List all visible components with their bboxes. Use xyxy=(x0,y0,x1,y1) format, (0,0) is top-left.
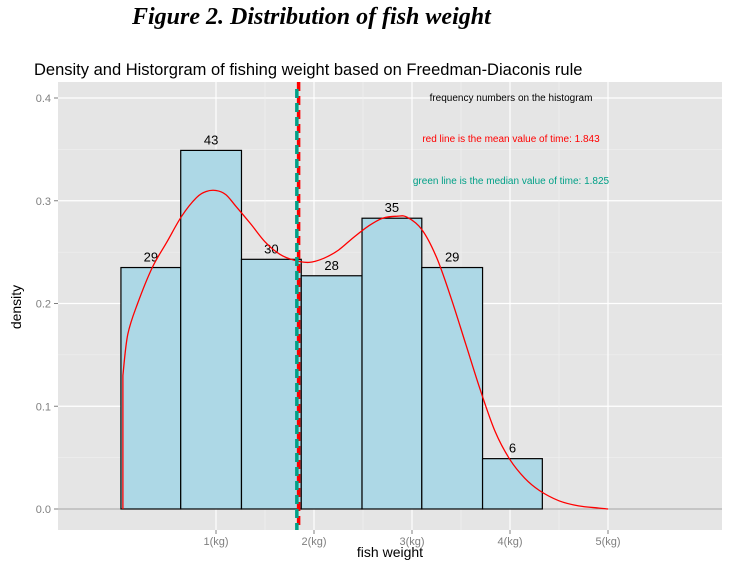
annotation-text: frequency numbers on the histogram xyxy=(430,93,593,104)
bar-count-label: 28 xyxy=(324,258,338,273)
bar-count-label: 35 xyxy=(385,200,399,215)
y-tick-label: 0.0 xyxy=(36,504,51,516)
histogram-bar xyxy=(481,458,543,510)
histogram-bar xyxy=(300,275,363,510)
figure-caption: Figure 2. Distribution of fish weight xyxy=(132,4,491,30)
chart-title: Density and Historgram of fishing weight… xyxy=(34,61,582,79)
annotations: frequency numbers on the histogram red li… xyxy=(413,93,610,187)
x-tick-label: 1(kg) xyxy=(203,536,228,548)
mean-median-lines xyxy=(295,82,301,530)
bar-count-label: 43 xyxy=(204,132,218,147)
x-tick-label: 2(kg) xyxy=(301,536,326,548)
histogram-bars xyxy=(120,149,543,510)
x-tick-label: 3(kg) xyxy=(399,536,424,548)
x-tick-label: 5(kg) xyxy=(595,536,620,548)
annotation-text: red line is the mean value of time: 1.84… xyxy=(422,134,600,145)
histogram-bar xyxy=(180,149,243,510)
histogram-bar xyxy=(361,217,423,510)
bar-count-label: 6 xyxy=(509,441,516,456)
histogram-bar xyxy=(120,266,182,510)
x-axis-ticks: 1(kg) 2(kg) 3(kg) 4(kg) 5(kg) xyxy=(203,530,621,548)
bar-count-label: 29 xyxy=(445,250,459,265)
bar-count-label: 29 xyxy=(144,250,158,265)
y-axis-title: density xyxy=(8,285,24,329)
x-tick-label: 4(kg) xyxy=(497,536,522,548)
y-tick-label: 0.3 xyxy=(36,196,51,208)
density-curve xyxy=(122,189,609,510)
annotation-text: green line is the median value of time: … xyxy=(413,176,610,187)
y-tick-label: 0.2 xyxy=(36,299,51,311)
y-tick-label: 0.4 xyxy=(36,93,51,105)
x-axis-title: fish weight xyxy=(357,544,423,560)
histogram-bar xyxy=(240,258,302,510)
histogram-bar xyxy=(421,266,484,510)
y-axis-ticks: 0.0 0.1 0.2 0.3 0.4 xyxy=(36,93,58,516)
y-tick-label: 0.1 xyxy=(36,401,51,413)
